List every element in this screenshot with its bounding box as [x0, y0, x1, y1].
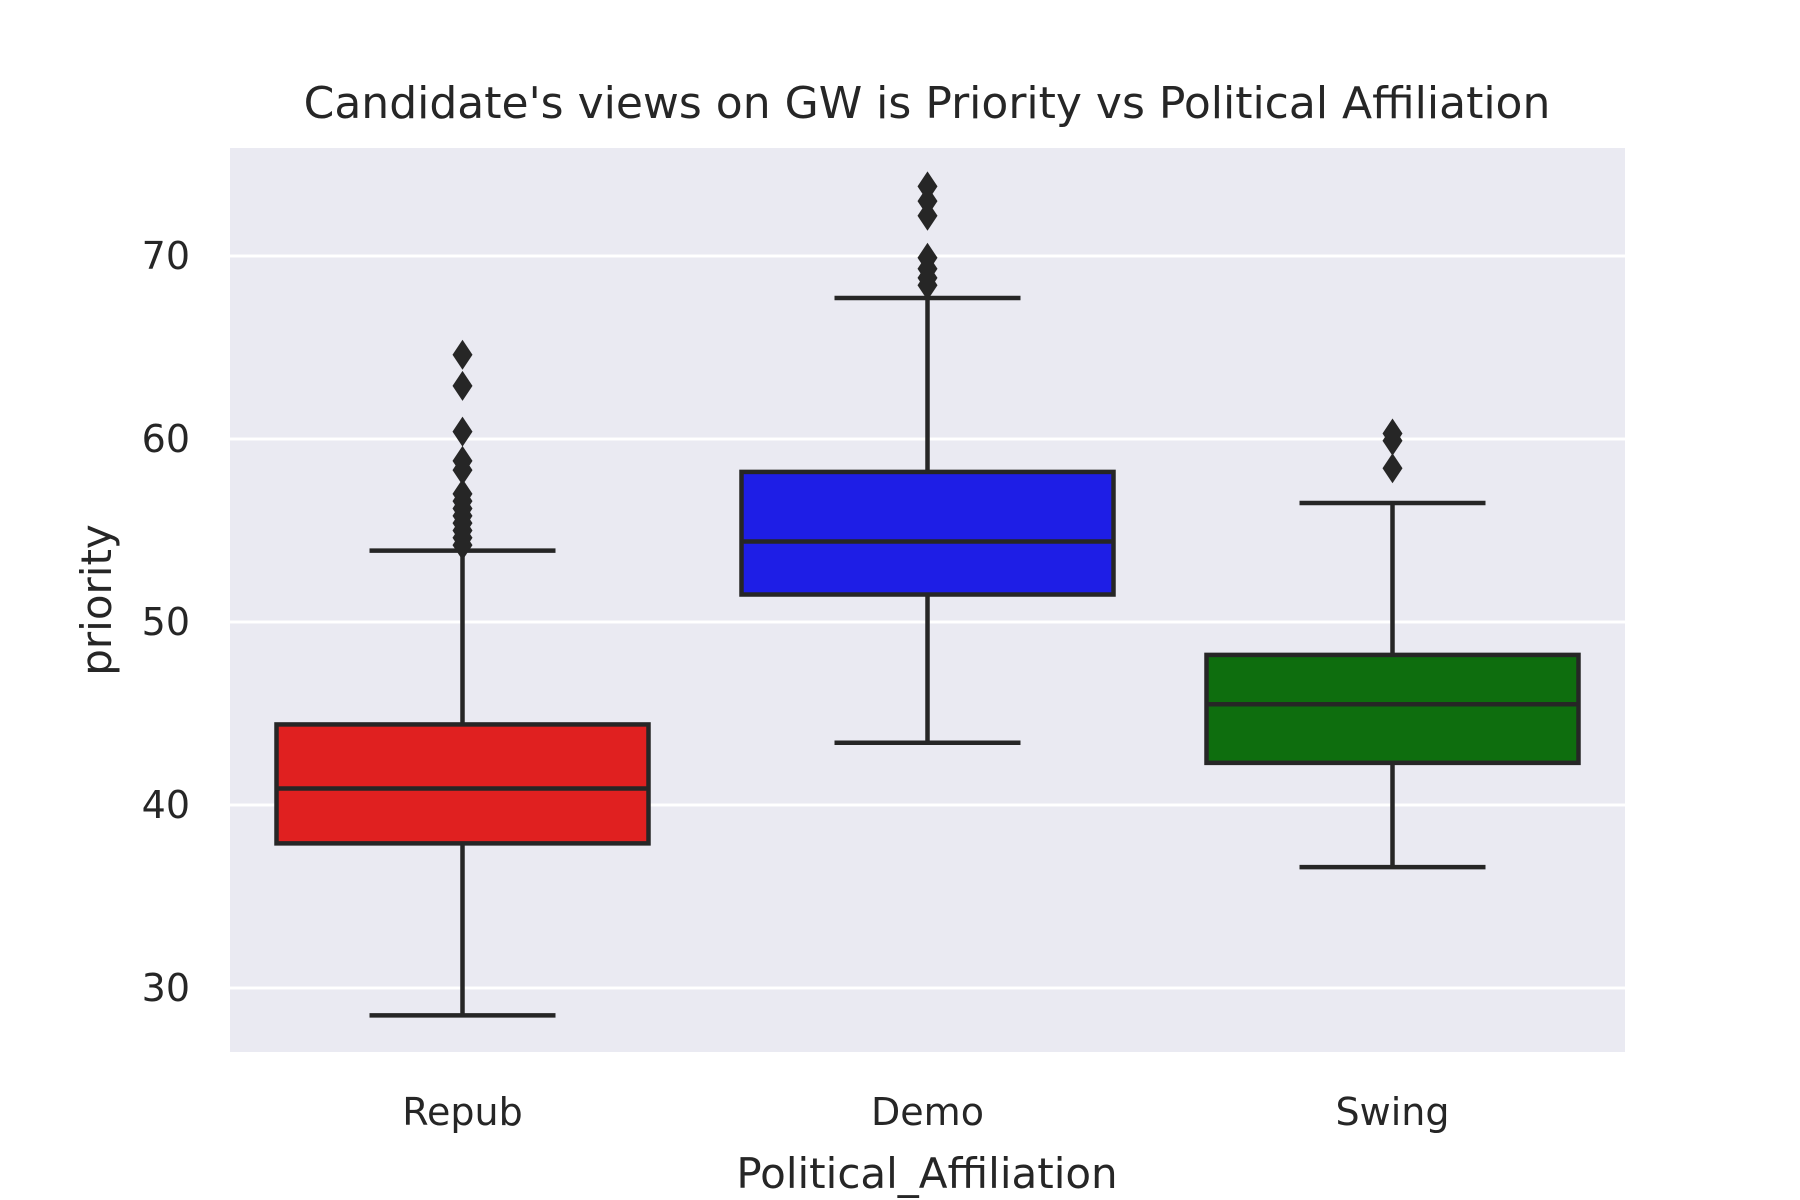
- iqr-box: [1204, 652, 1581, 766]
- x-tick-label: Swing: [1336, 1090, 1450, 1134]
- box-demo: [739, 171, 1116, 745]
- outlier-point: [452, 370, 473, 401]
- outlier-point: [1382, 418, 1403, 449]
- x-tick-label: Demo: [871, 1090, 984, 1134]
- x-axis-label: Political_Affiliation: [736, 1149, 1117, 1198]
- outlier-point: [452, 478, 473, 509]
- chart-title: Candidate's views on GW is Priority vs P…: [304, 78, 1551, 129]
- x-tick-labels: Repub Demo Swing: [402, 1090, 1449, 1134]
- box-repub: [274, 339, 651, 1018]
- y-tick-label: 30: [142, 966, 190, 1010]
- outlier-point: [452, 445, 473, 476]
- box-series: [274, 171, 1581, 1018]
- iqr-box: [739, 469, 1116, 597]
- iqr-box: [274, 722, 651, 846]
- outlier-point: [452, 339, 473, 370]
- outlier-point: [917, 171, 938, 202]
- y-tick-labels: 30 40 50 60 70: [142, 234, 190, 1010]
- y-axis-label: priority: [72, 524, 121, 676]
- outlier-point: [1382, 453, 1403, 484]
- x-tick-label: Repub: [402, 1090, 522, 1134]
- outlier-point: [917, 242, 938, 273]
- y-tick-label: 50: [142, 600, 190, 644]
- y-tick-label: 60: [142, 417, 190, 461]
- outlier-point: [452, 416, 473, 447]
- box-swing: [1204, 418, 1581, 870]
- y-tick-label: 70: [142, 234, 190, 278]
- y-tick-label: 40: [142, 783, 190, 827]
